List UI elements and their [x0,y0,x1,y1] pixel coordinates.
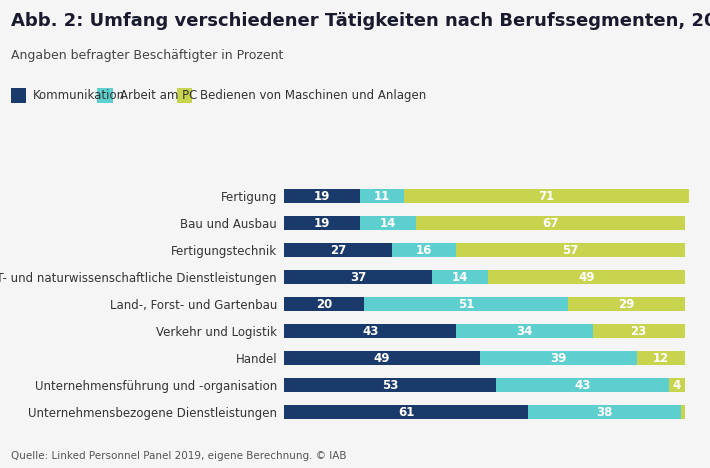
Bar [284,270,432,284]
Text: Abb. 2: Umfang verschiedener Tätigkeiten nach Berufssegmenten, 2019: Abb. 2: Umfang verschiedener Tätigkeiten… [11,12,710,29]
Text: Quelle: Linked Personnel Panel 2019, eigene Berechnung. © IAB: Quelle: Linked Personnel Panel 2019, eig… [11,451,346,461]
Text: 23: 23 [630,325,647,338]
Text: 49: 49 [578,271,595,284]
Bar [284,189,360,203]
Text: 37: 37 [350,271,366,284]
Text: 27: 27 [330,244,346,256]
Bar [681,405,684,419]
Text: 34: 34 [516,325,532,338]
Bar [284,405,528,419]
Bar [392,243,457,257]
Text: 19: 19 [314,190,330,203]
Text: 43: 43 [574,379,591,392]
Text: 16: 16 [416,244,432,256]
Text: 12: 12 [652,352,669,365]
Text: Angaben befragter Beschäftigter in Prozent: Angaben befragter Beschäftigter in Proze… [11,49,283,62]
Bar [404,189,689,203]
Bar [569,297,684,311]
Text: 53: 53 [382,379,398,392]
Bar [481,351,637,366]
Bar [457,243,684,257]
Text: Arbeit am PC: Arbeit am PC [120,89,197,102]
Text: 38: 38 [596,406,613,419]
Text: 39: 39 [550,352,567,365]
Bar [496,378,669,392]
Bar [416,216,684,230]
Text: 49: 49 [374,352,391,365]
Text: 11: 11 [374,190,391,203]
Bar [284,297,364,311]
Bar [488,270,684,284]
Bar [593,324,684,338]
Bar [284,378,496,392]
Text: 43: 43 [362,325,378,338]
Text: 20: 20 [316,298,332,311]
Text: 67: 67 [542,217,559,230]
Text: 51: 51 [458,298,474,311]
Text: 71: 71 [538,190,555,203]
Bar [284,324,457,338]
Text: 14: 14 [380,217,396,230]
Text: 4: 4 [672,379,681,392]
Bar [432,270,488,284]
Bar [284,216,360,230]
Bar [284,243,392,257]
Text: 61: 61 [398,406,415,419]
Bar [360,216,416,230]
Text: 57: 57 [562,244,579,256]
Bar [284,351,481,366]
Bar [669,378,684,392]
Text: Bedienen von Maschinen und Anlagen: Bedienen von Maschinen und Anlagen [200,89,426,102]
Text: 14: 14 [452,271,469,284]
Bar [364,297,569,311]
Text: 29: 29 [618,298,635,311]
Text: 19: 19 [314,217,330,230]
Bar [457,324,593,338]
Bar [637,351,684,366]
Bar [528,405,681,419]
Text: Kommunikation: Kommunikation [33,89,126,102]
Bar [360,189,404,203]
